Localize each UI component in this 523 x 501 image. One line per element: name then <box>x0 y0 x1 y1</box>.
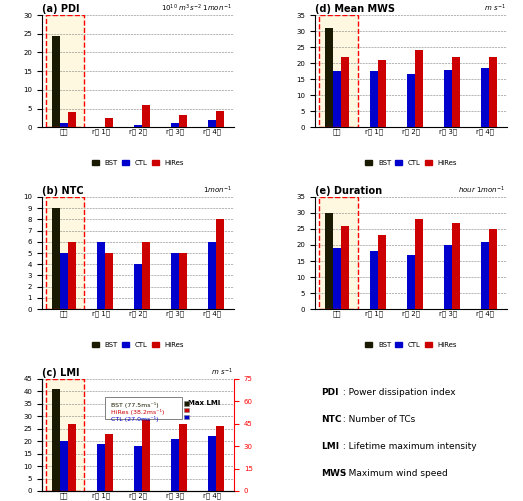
Text: (c) LMI: (c) LMI <box>42 368 79 378</box>
Bar <box>325 28 333 127</box>
Text: : Lifetime maximum intensity: : Lifetime maximum intensity <box>340 441 476 450</box>
Text: $10^{10}$ $m^3s^{-2}$ $1mon^{-1}$: $10^{10}$ $m^3s^{-2}$ $1mon^{-1}$ <box>162 3 232 14</box>
Bar <box>208 120 216 127</box>
FancyBboxPatch shape <box>184 401 189 406</box>
Bar <box>97 443 105 491</box>
Bar <box>105 118 113 127</box>
Bar <box>68 242 76 309</box>
Text: CTL (27.0ms⁻¹): CTL (27.0ms⁻¹) <box>111 416 158 422</box>
Bar <box>134 264 142 309</box>
Bar <box>46 15 84 127</box>
FancyBboxPatch shape <box>184 415 189 419</box>
Bar <box>378 60 386 127</box>
Text: $m$ $s^{-1}$: $m$ $s^{-1}$ <box>484 3 505 14</box>
FancyBboxPatch shape <box>105 397 182 419</box>
Bar <box>68 424 76 491</box>
Bar <box>407 255 415 309</box>
Bar <box>407 74 415 127</box>
Bar <box>179 424 187 491</box>
Bar <box>415 219 423 309</box>
Bar <box>341 226 349 309</box>
Bar <box>142 105 150 127</box>
Text: (d) Mean MWS: (d) Mean MWS <box>315 4 395 14</box>
Bar <box>105 253 113 309</box>
Text: Max LMI: Max LMI <box>188 400 220 406</box>
Bar <box>105 433 113 491</box>
Text: PDI: PDI <box>321 388 338 397</box>
Bar <box>481 68 489 127</box>
Bar <box>415 50 423 127</box>
Bar <box>46 379 84 491</box>
Text: : Maximum wind speed: : Maximum wind speed <box>340 468 448 477</box>
Bar <box>325 213 333 309</box>
Bar <box>68 112 76 127</box>
Text: (a) PDI: (a) PDI <box>42 4 79 14</box>
Bar <box>444 245 452 309</box>
Text: MWS: MWS <box>321 468 346 477</box>
Bar <box>52 36 60 127</box>
Text: BST (77.5ms⁻¹): BST (77.5ms⁻¹) <box>111 402 158 408</box>
Text: : Power dissipation index: : Power dissipation index <box>340 388 456 397</box>
Bar <box>46 197 84 309</box>
Bar <box>341 57 349 127</box>
Bar <box>142 419 150 491</box>
Bar <box>134 125 142 127</box>
Bar <box>216 111 224 127</box>
Bar <box>52 389 60 491</box>
Bar <box>378 235 386 309</box>
Bar <box>171 438 179 491</box>
Bar <box>452 57 460 127</box>
Bar <box>171 123 179 127</box>
Bar <box>208 436 216 491</box>
Legend: BST, CTL, HiRes: BST, CTL, HiRes <box>89 157 187 169</box>
Legend: BST, CTL, HiRes: BST, CTL, HiRes <box>362 339 460 351</box>
Bar <box>319 15 358 127</box>
Bar <box>216 219 224 309</box>
Text: NTC: NTC <box>321 415 341 424</box>
Bar <box>370 71 378 127</box>
Text: : Number of TCs: : Number of TCs <box>340 415 415 424</box>
Bar <box>489 229 497 309</box>
Bar <box>142 242 150 309</box>
Text: LMI: LMI <box>321 441 339 450</box>
Text: (b) NTC: (b) NTC <box>42 186 84 196</box>
Bar <box>489 57 497 127</box>
Bar <box>333 71 341 127</box>
Bar <box>333 248 341 309</box>
Bar <box>60 253 68 309</box>
Bar <box>171 253 179 309</box>
Legend: BST, CTL, HiRes: BST, CTL, HiRes <box>362 157 460 169</box>
Bar <box>216 426 224 491</box>
Bar <box>97 242 105 309</box>
Bar <box>60 123 68 127</box>
Text: (e) Duration: (e) Duration <box>315 186 382 196</box>
Legend: BST, CTL, HiRes: BST, CTL, HiRes <box>89 339 187 351</box>
Text: $m$ $s^{-1}$: $m$ $s^{-1}$ <box>211 366 232 378</box>
Bar <box>179 115 187 127</box>
Bar <box>208 242 216 309</box>
Bar <box>134 446 142 491</box>
Bar <box>319 197 358 309</box>
Bar <box>370 252 378 309</box>
Bar <box>452 222 460 309</box>
Text: HiRes (38.2ms⁻¹): HiRes (38.2ms⁻¹) <box>111 409 164 415</box>
Bar <box>60 441 68 491</box>
FancyBboxPatch shape <box>184 408 189 412</box>
Bar <box>444 70 452 127</box>
Text: $hour$ $1mon^{-1}$: $hour$ $1mon^{-1}$ <box>458 184 505 196</box>
Text: $1mon^{-1}$: $1mon^{-1}$ <box>203 184 232 196</box>
Bar <box>481 242 489 309</box>
Bar <box>179 253 187 309</box>
Bar <box>52 208 60 309</box>
